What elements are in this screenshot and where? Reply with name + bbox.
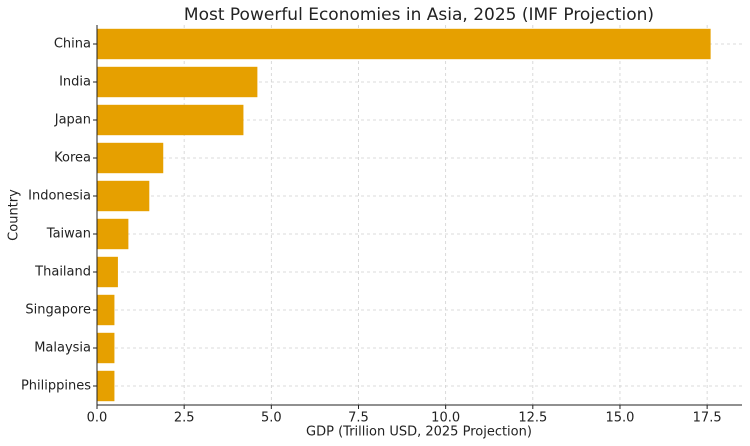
y-tick-label: India xyxy=(59,75,91,90)
x-tick-label: 15.0 xyxy=(605,411,634,426)
bar xyxy=(97,256,118,288)
x-tick-label: 2.5 xyxy=(174,411,195,426)
y-tick-label: Philippines xyxy=(21,379,91,394)
x-tick-label: 7.5 xyxy=(348,411,369,426)
y-tick-label: Korea xyxy=(54,151,91,166)
bar xyxy=(97,332,115,364)
bar xyxy=(97,104,244,136)
bar xyxy=(97,28,711,60)
x-tick-label: 5.0 xyxy=(261,411,282,426)
bar xyxy=(97,180,150,212)
bar xyxy=(97,66,258,98)
x-axis-label: GDP (Trillion USD, 2025 Projection) xyxy=(306,425,532,440)
y-axis-label: Country xyxy=(7,189,22,241)
bar xyxy=(97,370,115,402)
chart-title: Most Powerful Economies in Asia, 2025 (I… xyxy=(184,5,654,25)
x-tick-label: 12.5 xyxy=(518,411,547,426)
y-tick-label: China xyxy=(54,37,91,52)
y-tick-label: Taiwan xyxy=(46,227,91,242)
bar xyxy=(97,294,115,326)
x-tick-label: 0.0 xyxy=(87,411,108,426)
x-tick-label: 17.5 xyxy=(693,411,722,426)
bar xyxy=(97,218,129,250)
y-tick-label: Indonesia xyxy=(28,189,91,204)
x-tick-label: 10.0 xyxy=(431,411,460,426)
y-tick-label: Singapore xyxy=(25,303,91,318)
bar xyxy=(97,142,164,174)
y-tick-label: Thailand xyxy=(34,265,91,280)
y-tick-label: Malaysia xyxy=(34,341,91,356)
y-tick-label: Japan xyxy=(54,113,91,128)
